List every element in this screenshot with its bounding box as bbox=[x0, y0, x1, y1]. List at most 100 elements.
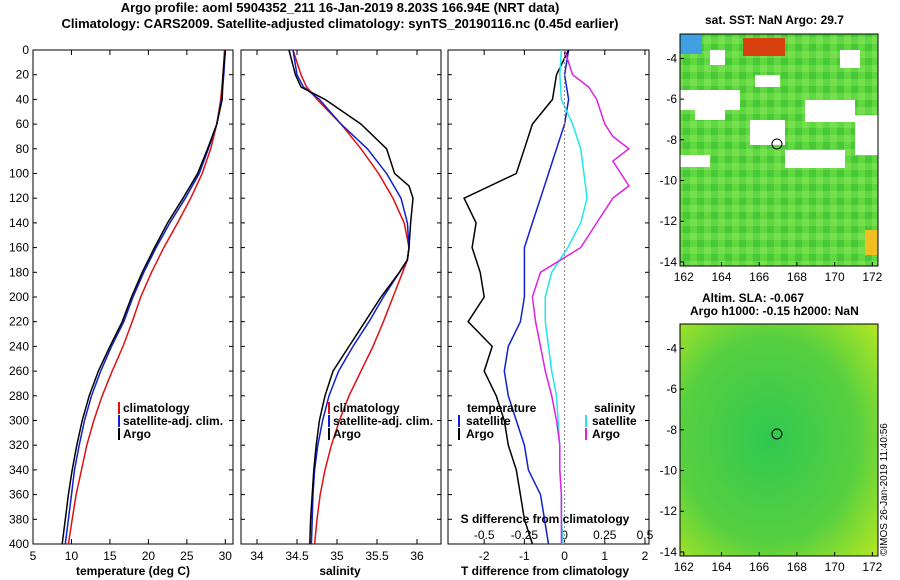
page-title: Argo profile: aoml 5904352_211 16-Jan-20… bbox=[0, 0, 680, 32]
difference-legend-temperature: temperature satellite Argo bbox=[458, 401, 537, 441]
sla-map-field bbox=[680, 324, 878, 556]
lon-tick-label: 166 bbox=[749, 270, 769, 284]
lon-tick-label: 168 bbox=[787, 270, 807, 284]
x-tick-label: 10 bbox=[65, 549, 79, 563]
sst-map: 162 164 166 168 170 172 -4 -6 -8 -10 -12 -14 bbox=[660, 33, 883, 284]
x-tick-label: 2 bbox=[642, 549, 649, 563]
x-tick-label: 36 bbox=[410, 549, 424, 563]
y-tick-label: 240 bbox=[9, 339, 29, 353]
y-tick-label: 200 bbox=[9, 290, 29, 304]
y-tick-label: 80 bbox=[16, 142, 30, 156]
lat-tick-label: -12 bbox=[660, 504, 678, 518]
lat-tick-label: -4 bbox=[666, 341, 677, 355]
difference-plot-frame bbox=[447, 49, 650, 545]
lon-tick-label: 166 bbox=[749, 560, 769, 574]
temperature-legend: climatology satellite-adj. clim. Argo bbox=[118, 401, 223, 441]
series-line-argo bbox=[61, 49, 227, 545]
s-tick-label: -0.5 bbox=[474, 528, 495, 542]
sla-map-title-1: Altim. SLA: -0.067 bbox=[702, 291, 805, 305]
s-tick-label: -0.25 bbox=[511, 528, 539, 542]
x-tick-label: 34 bbox=[250, 549, 264, 563]
difference-xlabel: T difference from climatology bbox=[461, 564, 629, 578]
lon-tick-label: 162 bbox=[674, 560, 694, 574]
sst-argo-position-marker bbox=[771, 138, 783, 150]
y-tick-label: 260 bbox=[9, 364, 29, 378]
x-tick-label: 35.5 bbox=[365, 549, 389, 563]
y-tick-label: 160 bbox=[9, 241, 29, 255]
sla-map-frame bbox=[679, 323, 879, 557]
legend-label-satellite: satellite-adj. clim. bbox=[333, 414, 433, 428]
sst-map-gaps bbox=[680, 50, 878, 168]
salinity-xlabel: salinity bbox=[319, 564, 361, 578]
salinity-legend: climatology satellite-adj. clim. Argo bbox=[328, 401, 433, 441]
y-tick-label: 100 bbox=[9, 167, 29, 181]
difference-xlabel-top: S difference from climatology bbox=[461, 512, 630, 526]
series-line-t-satellite bbox=[503, 49, 570, 545]
x-tick-label: -2 bbox=[479, 549, 490, 563]
s-tick-label: 0.25 bbox=[593, 528, 617, 542]
y-tick-label: 220 bbox=[9, 315, 29, 329]
x-tick-label: 20 bbox=[142, 549, 156, 563]
sla-argo-position-marker bbox=[771, 428, 783, 440]
x-tick-label: 30 bbox=[219, 549, 233, 563]
sla-map-title-2: Argo h1000: -0.15 h2000: NaN bbox=[690, 304, 859, 318]
y-tick-label: 60 bbox=[16, 117, 30, 131]
series-line-argo bbox=[288, 49, 414, 545]
x-tick-label: 25 bbox=[180, 549, 194, 563]
lat-tick-label: -6 bbox=[666, 92, 677, 106]
y-tick-label: 0 bbox=[22, 43, 29, 57]
y-tick-label: 280 bbox=[9, 389, 29, 403]
series-line-s-satellite bbox=[544, 49, 588, 545]
x-tick-label: 0 bbox=[561, 549, 568, 563]
legend-label-t-satellite: satellite bbox=[466, 414, 511, 428]
series-line-s-argo bbox=[531, 49, 631, 544]
sst-map-title: sat. SST: NaN Argo: 29.7 bbox=[705, 13, 844, 27]
lat-tick-label: -14 bbox=[660, 255, 678, 269]
series-line-satellite bbox=[292, 49, 410, 545]
legend-label-argo: Argo bbox=[123, 427, 151, 441]
y-tick-label: 320 bbox=[9, 438, 29, 452]
temperature-xlabel: temperature (deg C) bbox=[76, 564, 190, 578]
lat-tick-label: -10 bbox=[660, 464, 678, 478]
series-line-climatology bbox=[67, 49, 226, 545]
legend-label-climatology: climatology bbox=[123, 401, 190, 415]
y-tick-label: 300 bbox=[9, 414, 29, 428]
lon-tick-label: 168 bbox=[787, 560, 807, 574]
sst-map-frame bbox=[679, 33, 879, 267]
title-line-1: Argo profile: aoml 5904352_211 16-Jan-20… bbox=[120, 0, 560, 15]
sst-map-warm-patch bbox=[743, 38, 785, 56]
y-tick-label: 400 bbox=[9, 537, 29, 551]
series-line-climatology bbox=[292, 49, 410, 545]
lat-tick-label: -12 bbox=[660, 214, 678, 228]
legend-label-s-argo: Argo bbox=[592, 427, 620, 441]
y-tick-label: 120 bbox=[9, 191, 29, 205]
imos-credit: ©IMOS 26-Jan-2019 11:40:56 bbox=[879, 423, 890, 556]
lat-tick-label: -10 bbox=[660, 174, 678, 188]
x-tick-label: 35 bbox=[330, 549, 344, 563]
sla-map: 162 164 166 168 170 172 -4 -6 -8 -10 -12 -14 bbox=[660, 323, 883, 574]
sst-map-field bbox=[680, 34, 878, 266]
lat-tick-label: -6 bbox=[666, 382, 677, 396]
y-tick-label: 140 bbox=[9, 216, 29, 230]
x-tick-label: -1 bbox=[519, 549, 530, 563]
sst-map-warm-patch-2 bbox=[865, 230, 878, 255]
legend-label-s-satellite: satellite bbox=[592, 414, 637, 428]
x-tick-label: 15 bbox=[103, 549, 117, 563]
title-line-2: Climatology: CARS2009. Satellite-adjuste… bbox=[61, 16, 619, 31]
y-tick-label: 180 bbox=[9, 265, 29, 279]
lon-tick-label: 170 bbox=[825, 560, 845, 574]
x-tick-label: 5 bbox=[30, 549, 37, 563]
lat-tick-label: -8 bbox=[666, 133, 677, 147]
temperature-panel: 0 20 40 60 80 100 120 140 160 180 200 220 240 260 280 3… bbox=[9, 43, 234, 578]
lat-tick-label: -8 bbox=[666, 423, 677, 437]
x-tick-label: 1 bbox=[601, 549, 608, 563]
lon-tick-label: 172 bbox=[862, 270, 882, 284]
series-line-satellite bbox=[64, 49, 227, 545]
y-tick-label: 360 bbox=[9, 488, 29, 502]
legend-label-climatology: climatology bbox=[333, 401, 400, 415]
legend-label-t-argo: Argo bbox=[466, 427, 494, 441]
legend-label-satellite: satellite-adj. clim. bbox=[123, 414, 223, 428]
salinity-panel: 34 34.5 35 35.5 36 salinity climatology sate… bbox=[240, 49, 442, 578]
y-tick-label: 40 bbox=[16, 92, 30, 106]
